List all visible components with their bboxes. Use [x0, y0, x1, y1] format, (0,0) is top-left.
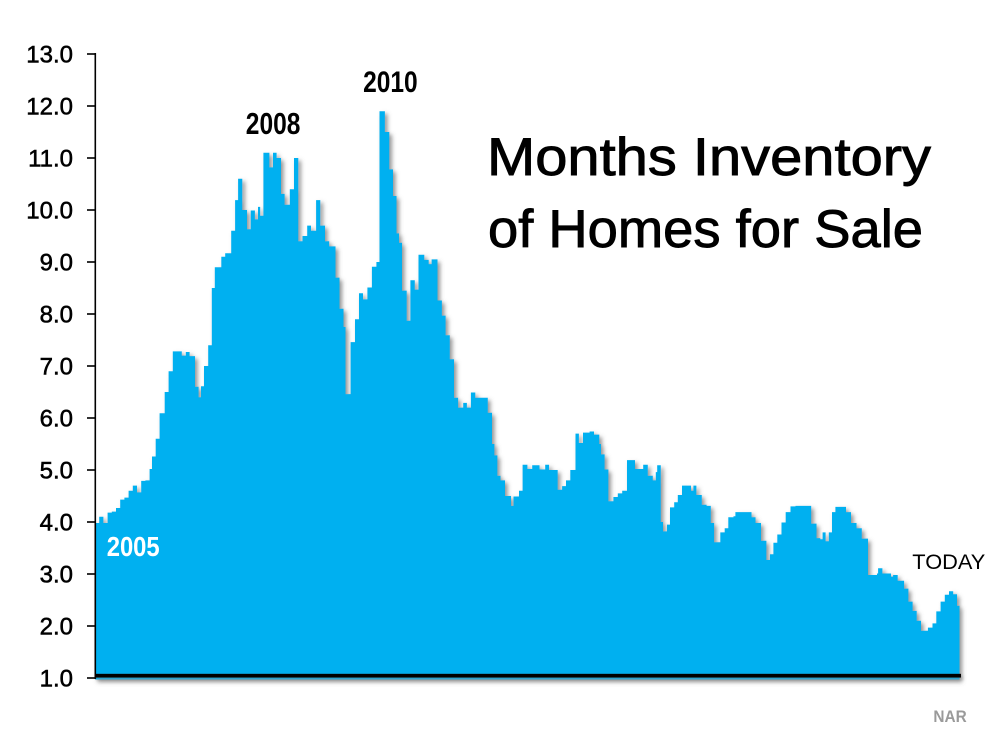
svg-text:10.0: 10.0 — [26, 198, 73, 225]
svg-text:11.0: 11.0 — [28, 146, 73, 173]
svg-text:of Homes for Sale: of Homes for Sale — [488, 200, 923, 259]
svg-text:Months Inventory: Months Inventory — [487, 128, 932, 187]
svg-text:2008: 2008 — [246, 107, 301, 141]
svg-text:9.0: 9.0 — [40, 250, 73, 277]
svg-text:NAR: NAR — [933, 707, 966, 726]
svg-text:12.0: 12.0 — [26, 94, 73, 121]
svg-text:3.0: 3.0 — [40, 562, 73, 589]
svg-text:13.0: 13.0 — [26, 42, 73, 69]
svg-text:6.0: 6.0 — [40, 406, 73, 433]
svg-text:8.0: 8.0 — [40, 302, 73, 329]
svg-text:7.0: 7.0 — [40, 354, 73, 381]
svg-text:TODAY: TODAY — [912, 550, 985, 574]
svg-text:4.0: 4.0 — [40, 510, 73, 537]
svg-text:2005: 2005 — [107, 531, 160, 562]
svg-text:2.0: 2.0 — [40, 614, 73, 641]
svg-text:5.0: 5.0 — [40, 458, 73, 485]
svg-text:2010: 2010 — [363, 66, 418, 99]
svg-text:1.0: 1.0 — [40, 666, 73, 693]
